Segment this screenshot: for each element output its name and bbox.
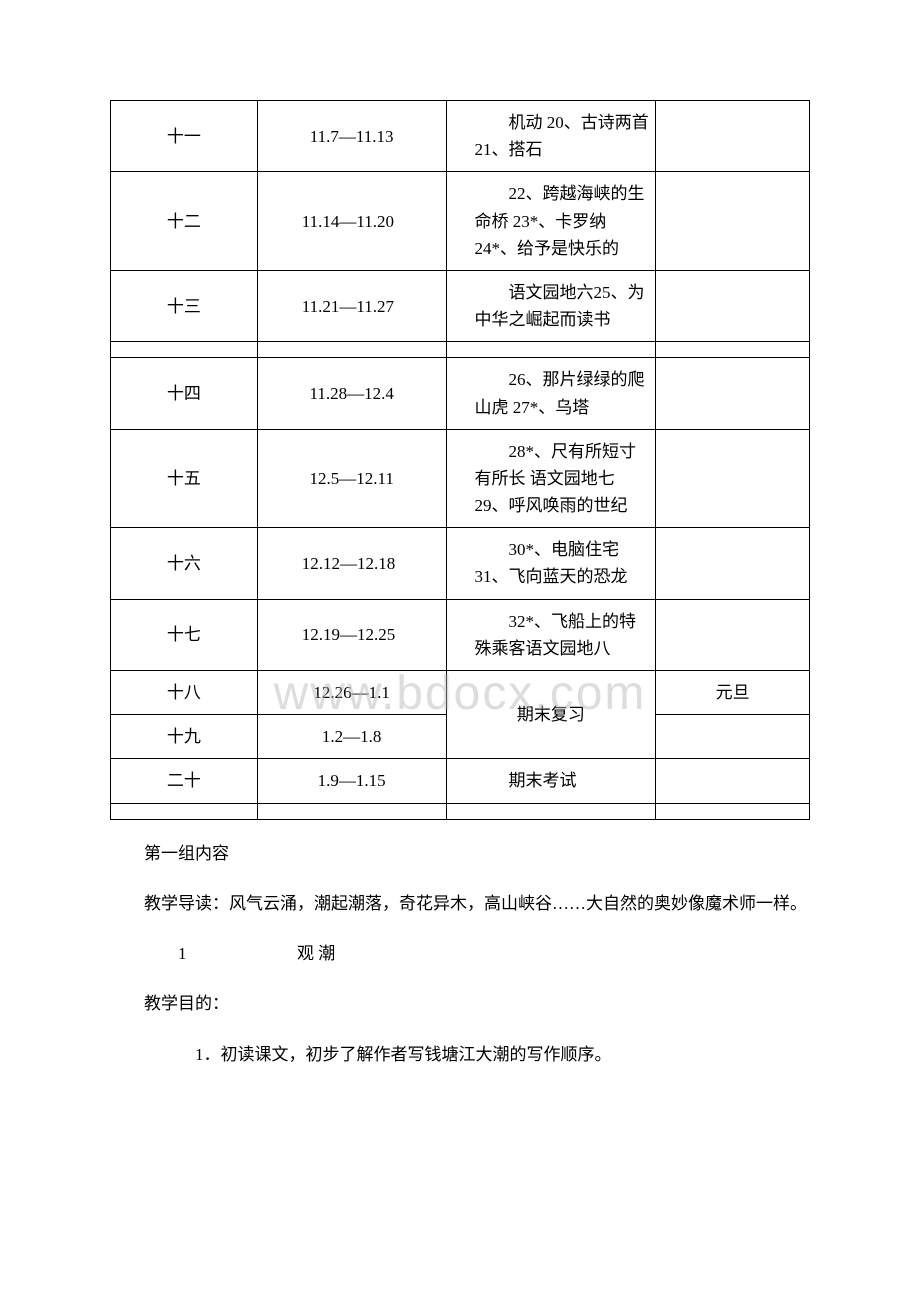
note-cell bbox=[656, 599, 810, 670]
content-cell: 32*、飞船上的特殊乘客语文园地八 bbox=[446, 599, 656, 670]
note-cell bbox=[656, 172, 810, 271]
week-cell: 十一 bbox=[111, 101, 258, 172]
date-cell: 12.26—1.1 bbox=[257, 671, 446, 715]
table-row: 十七12.19—12.2532*、飞船上的特殊乘客语文园地八 bbox=[111, 599, 810, 670]
teaching-intro: 教学导读：风气云涌，潮起潮落，奇花异木，高山峡谷……大自然的奥妙像魔术师一样。 bbox=[110, 888, 810, 920]
week-cell: 十七 bbox=[111, 599, 258, 670]
week-cell: 二十 bbox=[111, 759, 258, 803]
date-cell: 12.19—12.25 bbox=[257, 599, 446, 670]
date-cell: 11.21—11.27 bbox=[257, 270, 446, 341]
empty-cell bbox=[257, 803, 446, 819]
table-row: 十四11.28—12.426、那片绿绿的爬山虎 27*、乌塔 bbox=[111, 358, 810, 429]
lesson-number: 1 bbox=[144, 938, 161, 970]
table-row: 二十1.9—1.15期末考试 bbox=[111, 759, 810, 803]
content-cell: 期末复习 bbox=[446, 671, 656, 759]
content-cell: 机动 20、古诗两首 21、搭石 bbox=[446, 101, 656, 172]
note-cell bbox=[656, 101, 810, 172]
content-cell: 期末考试 bbox=[446, 759, 656, 803]
note-cell bbox=[656, 429, 810, 528]
week-cell: 十八 bbox=[111, 671, 258, 715]
empty-cell bbox=[656, 342, 810, 358]
week-cell: 十四 bbox=[111, 358, 258, 429]
empty-cell bbox=[111, 803, 258, 819]
schedule-table-container: www.bdocx.com 十一11.7—11.13机动 20、古诗两首 21、… bbox=[110, 100, 810, 820]
content-cell: 语文园地六25、为中华之崛起而读书 bbox=[446, 270, 656, 341]
note-cell bbox=[656, 759, 810, 803]
date-cell: 11.28—12.4 bbox=[257, 358, 446, 429]
teaching-objective-heading: 教学目的： bbox=[110, 988, 810, 1020]
empty-cell bbox=[111, 342, 258, 358]
date-cell: 12.5—12.11 bbox=[257, 429, 446, 528]
note-cell bbox=[656, 528, 810, 599]
lesson-title-line: 1 观 潮 bbox=[110, 938, 810, 970]
date-cell: 12.12—12.18 bbox=[257, 528, 446, 599]
date-cell: 11.14—11.20 bbox=[257, 172, 446, 271]
empty-cell bbox=[257, 342, 446, 358]
content-cell: 30*、电脑住宅 31、飞向蓝天的恐龙 bbox=[446, 528, 656, 599]
content-cell: 26、那片绿绿的爬山虎 27*、乌塔 bbox=[446, 358, 656, 429]
week-cell: 十三 bbox=[111, 270, 258, 341]
week-cell: 十五 bbox=[111, 429, 258, 528]
section-heading: 第一组内容 bbox=[110, 838, 810, 870]
table-row: 十六12.12—12.1830*、电脑住宅 31、飞向蓝天的恐龙 bbox=[111, 528, 810, 599]
lesson-name: 观 潮 bbox=[297, 944, 335, 963]
table-row bbox=[111, 803, 810, 819]
note-cell bbox=[656, 715, 810, 759]
week-cell: 十二 bbox=[111, 172, 258, 271]
schedule-table: 十一11.7—11.13机动 20、古诗两首 21、搭石十二11.14—11.2… bbox=[110, 100, 810, 820]
date-cell: 1.9—1.15 bbox=[257, 759, 446, 803]
content-cell: 22、跨越海峡的生命桥 23*、卡罗纳 24*、给予是快乐的 bbox=[446, 172, 656, 271]
table-row bbox=[111, 342, 810, 358]
date-cell: 1.2—1.8 bbox=[257, 715, 446, 759]
note-cell bbox=[656, 270, 810, 341]
table-row: 十三11.21—11.27语文园地六25、为中华之崛起而读书 bbox=[111, 270, 810, 341]
empty-cell bbox=[446, 803, 656, 819]
table-row: 十一11.7—11.13机动 20、古诗两首 21、搭石 bbox=[111, 101, 810, 172]
empty-cell bbox=[656, 803, 810, 819]
table-row: 十八12.26—1.1期末复习元旦 bbox=[111, 671, 810, 715]
table-row: 十二11.14—11.2022、跨越海峡的生命桥 23*、卡罗纳 24*、给予是… bbox=[111, 172, 810, 271]
week-cell: 十六 bbox=[111, 528, 258, 599]
content-cell: 28*、尺有所短寸有所长 语文园地七 29、呼风唤雨的世纪 bbox=[446, 429, 656, 528]
note-cell bbox=[656, 358, 810, 429]
teaching-objective-1: 1．初读课文，初步了解作者写钱塘江大潮的写作顺序。 bbox=[110, 1039, 810, 1071]
empty-cell bbox=[446, 342, 656, 358]
date-cell: 11.7—11.13 bbox=[257, 101, 446, 172]
note-cell: 元旦 bbox=[656, 671, 810, 715]
week-cell: 十九 bbox=[111, 715, 258, 759]
table-row: 十五12.5—12.1128*、尺有所短寸有所长 语文园地七 29、呼风唤雨的世… bbox=[111, 429, 810, 528]
